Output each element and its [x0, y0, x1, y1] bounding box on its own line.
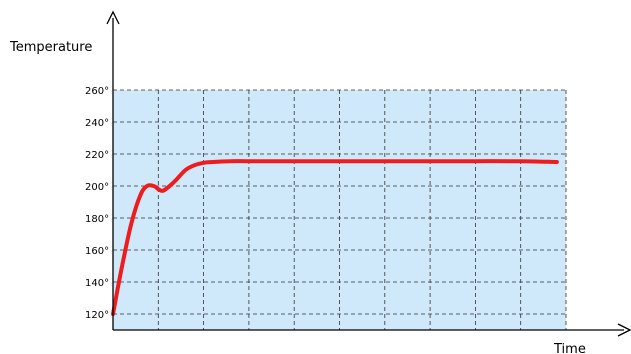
horizontal-gridlines	[113, 89, 566, 315]
y-tick-label: 240°	[85, 118, 109, 129]
y-tick-label: 180°	[85, 214, 109, 225]
x-axis-arrow-icon	[617, 323, 631, 337]
temperature-line	[111, 159, 559, 316]
x-axis-label: Time	[553, 342, 586, 354]
y-tick-label: 120°	[85, 310, 109, 321]
y-tick-label: 160°	[85, 246, 109, 257]
y-tick-labels: 120° 140° 160° 180° 200° 220° 240° 260°	[85, 86, 109, 321]
y-axis-label: Temperature	[9, 40, 92, 55]
y-axis-arrow-icon	[106, 10, 120, 25]
y-tick-label: 200°	[85, 182, 109, 193]
vertical-gridlines	[157, 90, 567, 330]
y-tick-label: 260°	[85, 86, 109, 97]
y-tick-label: 140°	[85, 278, 109, 289]
y-tick-label: 220°	[85, 150, 109, 161]
